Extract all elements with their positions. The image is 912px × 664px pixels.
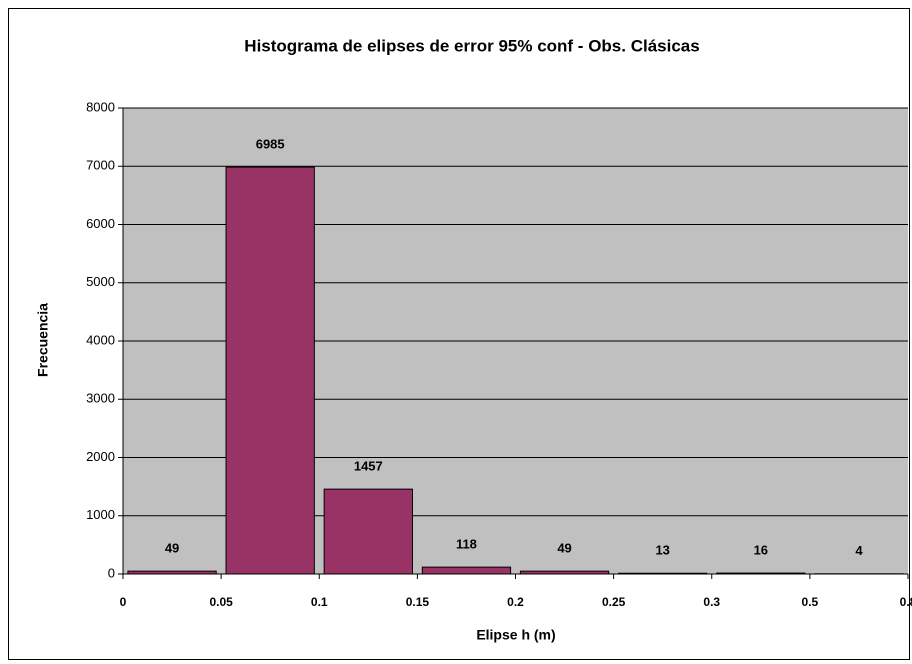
data-label: 49 bbox=[165, 541, 179, 556]
x-tick-label: 0.2 bbox=[507, 595, 524, 609]
chart-title: Histograma de elipses de error 95% conf … bbox=[244, 36, 699, 55]
x-tick-label: 0.15 bbox=[406, 595, 430, 609]
x-tick-label: 0 bbox=[120, 595, 127, 609]
data-label: 118 bbox=[456, 537, 477, 552]
data-label: 16 bbox=[754, 543, 768, 558]
y-tick-label: 8000 bbox=[86, 99, 115, 114]
bar bbox=[323, 488, 413, 575]
x-tick-label: 0.5 bbox=[802, 595, 819, 609]
y-tick-label: 1000 bbox=[86, 507, 115, 522]
data-label: 6985 bbox=[256, 137, 285, 152]
y-tick-label: 2000 bbox=[86, 449, 115, 464]
y-axis-label: Frecuencia bbox=[35, 303, 51, 377]
y-tick-label: 3000 bbox=[86, 391, 115, 406]
x-tick-label: 0.3 bbox=[703, 595, 720, 609]
data-label: 49 bbox=[557, 541, 571, 556]
x-tick-label: 0.25 bbox=[602, 595, 626, 609]
x-tick-label: 0.1 bbox=[311, 595, 328, 609]
bar bbox=[225, 166, 315, 575]
x-tick-label: 0.05 bbox=[209, 595, 233, 609]
data-label: 1457 bbox=[354, 459, 383, 474]
data-label: 13 bbox=[655, 543, 669, 558]
data-label: 4 bbox=[855, 543, 863, 558]
y-tick-label: 4000 bbox=[86, 332, 115, 347]
y-tick-label: 7000 bbox=[86, 158, 115, 173]
y-tick-label: 5000 bbox=[86, 274, 115, 289]
x-axis-label: Elipse h (m) bbox=[476, 627, 555, 643]
x-tick-label: 0.8 bbox=[900, 595, 912, 609]
y-tick-label: 6000 bbox=[86, 216, 115, 231]
y-tick-label: 0 bbox=[108, 565, 115, 580]
bar bbox=[421, 566, 512, 575]
